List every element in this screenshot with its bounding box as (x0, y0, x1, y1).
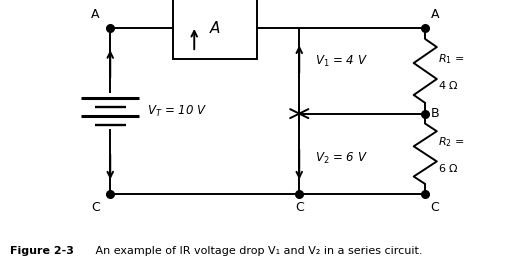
Text: A: A (210, 21, 220, 36)
Text: 6 $\Omega$: 6 $\Omega$ (438, 162, 459, 174)
Text: C: C (295, 201, 303, 214)
Text: $V_1$ = 4 V: $V_1$ = 4 V (315, 54, 368, 69)
Text: An example of IR voltage drop V₁ and V₂ in a series circuit.: An example of IR voltage drop V₁ and V₂ … (92, 246, 423, 256)
Text: A: A (91, 8, 100, 21)
Text: $R_1$ =: $R_1$ = (438, 52, 465, 66)
Text: $R_2$ =: $R_2$ = (438, 135, 465, 149)
Text: $V_2$ = 6 V: $V_2$ = 6 V (315, 151, 368, 166)
Text: 4 $\Omega$: 4 $\Omega$ (438, 79, 459, 91)
Text: Figure 2-3: Figure 2-3 (10, 246, 75, 256)
Text: C: C (430, 201, 439, 214)
Bar (173, 0, 257, 59)
Text: A: A (430, 8, 439, 21)
Text: C: C (91, 201, 100, 214)
Text: $V_T$ = 10 V: $V_T$ = 10 V (147, 104, 207, 119)
Text: B: B (430, 107, 439, 120)
